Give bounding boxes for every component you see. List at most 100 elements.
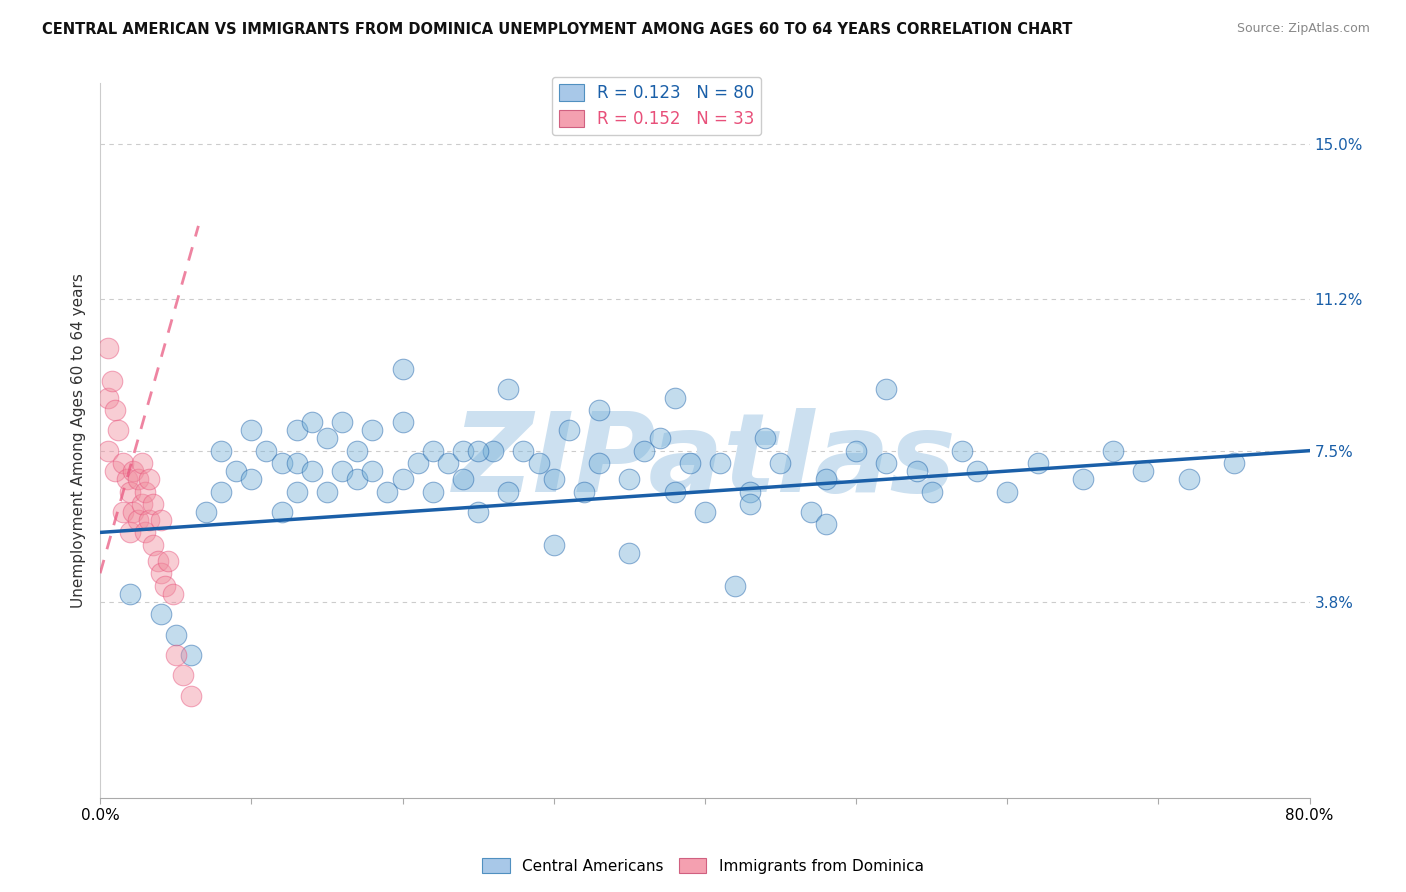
Point <box>422 443 444 458</box>
Point <box>180 648 202 662</box>
Point <box>709 456 731 470</box>
Point <box>330 415 353 429</box>
Point <box>165 627 187 641</box>
Point <box>172 668 194 682</box>
Point <box>104 464 127 478</box>
Point <box>664 391 686 405</box>
Point <box>142 497 165 511</box>
Point <box>966 464 988 478</box>
Point <box>104 402 127 417</box>
Point <box>1223 456 1246 470</box>
Point <box>724 578 747 592</box>
Point <box>111 456 134 470</box>
Point <box>845 443 868 458</box>
Point <box>558 423 581 437</box>
Point <box>588 456 610 470</box>
Point <box>194 505 217 519</box>
Point <box>1071 472 1094 486</box>
Point <box>120 587 142 601</box>
Point <box>754 431 776 445</box>
Point <box>131 456 153 470</box>
Point <box>127 513 149 527</box>
Point <box>391 472 413 486</box>
Point <box>111 505 134 519</box>
Point <box>270 456 292 470</box>
Point <box>921 484 943 499</box>
Point <box>101 374 124 388</box>
Point <box>361 423 384 437</box>
Point <box>693 505 716 519</box>
Point <box>240 472 263 486</box>
Point <box>316 484 339 499</box>
Point <box>482 443 505 458</box>
Point <box>301 415 323 429</box>
Point <box>648 431 671 445</box>
Point <box>451 472 474 486</box>
Point <box>165 648 187 662</box>
Point <box>131 497 153 511</box>
Point <box>120 525 142 540</box>
Point <box>740 497 762 511</box>
Point <box>995 484 1018 499</box>
Point <box>180 689 202 703</box>
Point <box>122 505 145 519</box>
Point <box>800 505 823 519</box>
Point <box>97 443 120 458</box>
Point <box>875 456 897 470</box>
Point <box>769 456 792 470</box>
Point <box>377 484 399 499</box>
Point <box>285 423 308 437</box>
Point <box>149 607 172 622</box>
Point <box>527 456 550 470</box>
Point <box>361 464 384 478</box>
Point <box>134 525 156 540</box>
Point <box>498 383 520 397</box>
Point <box>422 484 444 499</box>
Point <box>117 472 139 486</box>
Point <box>950 443 973 458</box>
Point <box>209 484 232 499</box>
Point <box>1177 472 1199 486</box>
Point <box>391 362 413 376</box>
Point <box>138 472 160 486</box>
Point <box>664 484 686 499</box>
Point <box>467 505 489 519</box>
Point <box>138 513 160 527</box>
Point <box>543 472 565 486</box>
Point <box>346 472 368 486</box>
Point <box>740 484 762 499</box>
Point <box>240 423 263 437</box>
Point <box>127 472 149 486</box>
Point <box>875 383 897 397</box>
Point <box>330 464 353 478</box>
Point <box>451 443 474 458</box>
Point <box>225 464 247 478</box>
Point <box>146 554 169 568</box>
Point <box>814 517 837 532</box>
Point <box>157 554 180 568</box>
Text: Source: ZipAtlas.com: Source: ZipAtlas.com <box>1237 22 1371 36</box>
Point <box>406 456 429 470</box>
Point <box>149 566 172 581</box>
Point <box>256 443 278 458</box>
Point <box>543 538 565 552</box>
Legend: R = 0.123   N = 80, R = 0.152   N = 33: R = 0.123 N = 80, R = 0.152 N = 33 <box>553 77 761 135</box>
Point <box>97 391 120 405</box>
Point <box>498 484 520 499</box>
Point <box>619 546 641 560</box>
Point <box>209 443 232 458</box>
Point <box>97 342 120 356</box>
Point <box>301 464 323 478</box>
Point <box>316 431 339 445</box>
Point <box>467 443 489 458</box>
Point <box>142 538 165 552</box>
Text: CENTRAL AMERICAN VS IMMIGRANTS FROM DOMINICA UNEMPLOYMENT AMONG AGES 60 TO 64 YE: CENTRAL AMERICAN VS IMMIGRANTS FROM DOMI… <box>42 22 1073 37</box>
Text: ZIPatlas: ZIPatlas <box>453 409 956 516</box>
Point <box>153 578 176 592</box>
Point <box>391 415 413 429</box>
Point <box>285 456 308 470</box>
Point <box>162 587 184 601</box>
Point <box>122 464 145 478</box>
Point <box>346 443 368 458</box>
Y-axis label: Unemployment Among Ages 60 to 64 years: Unemployment Among Ages 60 to 64 years <box>72 273 86 607</box>
